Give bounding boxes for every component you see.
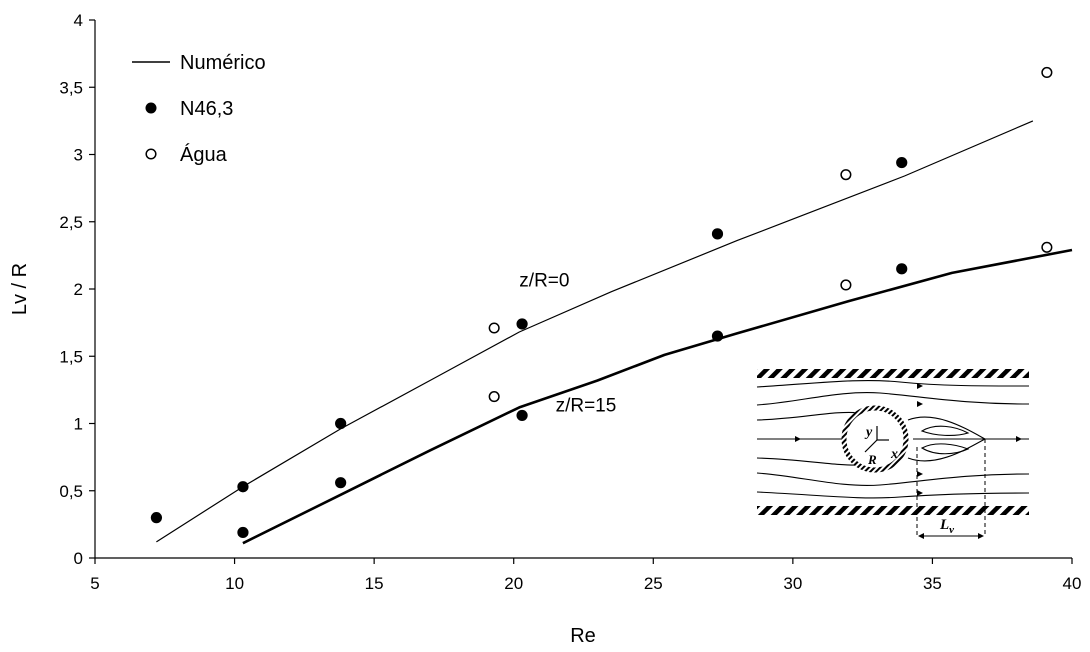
y-tick-label: 4 xyxy=(74,11,83,30)
inset-lv-arrow-left xyxy=(918,533,924,539)
y-tick-label: 2 xyxy=(74,280,83,299)
data-point-filled xyxy=(516,409,528,422)
legend-open-circle-swatch xyxy=(145,148,157,160)
y-axis-title: Lv / R xyxy=(9,263,31,315)
data-point-open xyxy=(840,169,852,181)
axes xyxy=(94,20,1072,559)
inset-x-label: x xyxy=(890,447,898,462)
data-point-open xyxy=(840,279,852,291)
inset-lv-arrow-right xyxy=(978,533,984,539)
y-ticks: 0 0,5 1 1,5 2 2,5 3 3,5 4 xyxy=(59,11,95,568)
data-point-filled xyxy=(711,330,724,342)
inset-streamlines xyxy=(756,379,1030,499)
curve-annotation: z/R=15 xyxy=(556,395,617,416)
x-tick-label: 40 xyxy=(1063,574,1082,593)
data-point-open xyxy=(488,322,500,334)
y-tick-label: 3,5 xyxy=(59,78,83,97)
x-tick-label: 30 xyxy=(783,574,802,593)
data-point-filled xyxy=(335,477,347,489)
x-tick-label: 10 xyxy=(225,574,244,593)
data-point-filled xyxy=(237,526,249,539)
data-point-filled xyxy=(896,156,908,169)
inset-arrowheads xyxy=(795,383,1022,496)
inset-lv-dimension xyxy=(916,439,986,537)
inset-cylinder xyxy=(841,405,909,473)
y-tick-label: 0,5 xyxy=(59,482,83,501)
x-tick-label: 35 xyxy=(923,574,942,593)
inset-bottom-wall xyxy=(757,506,1029,515)
legend: Numérico N46,3 Água xyxy=(132,52,266,166)
series-line-1 xyxy=(242,248,1073,545)
data-point-open xyxy=(1041,66,1053,79)
legend-label-agua: Água xyxy=(180,143,228,166)
legend-filled-circle-swatch xyxy=(145,102,157,114)
legend-label-n46: N46,3 xyxy=(180,98,233,120)
y-tick-label: 1 xyxy=(74,415,83,434)
inset-axes xyxy=(864,426,889,453)
curve-annotations: z/R=0 z/R=15 xyxy=(519,270,616,416)
data-point-filled xyxy=(150,512,163,524)
x-tick-label: 25 xyxy=(644,574,663,593)
inset-lv-label: Lv xyxy=(939,517,954,536)
x-ticks: 5 10 15 20 25 30 35 40 xyxy=(90,558,1081,593)
x-tick-label: 5 xyxy=(90,574,99,593)
series-line-0 xyxy=(156,120,1034,543)
numeric-lines xyxy=(156,120,1073,545)
data-markers xyxy=(150,66,1053,539)
data-point-open xyxy=(1041,241,1053,253)
y-tick-label: 3 xyxy=(74,146,83,165)
inset-y-label: y xyxy=(864,425,873,440)
legend-label-numerico: Numérico xyxy=(180,52,266,74)
data-point-filled xyxy=(335,417,347,430)
y-tick-label: 2,5 xyxy=(59,213,83,232)
data-point-filled xyxy=(896,263,908,275)
data-point-filled xyxy=(711,228,724,240)
inset-schematic: y x R Lv xyxy=(756,369,1030,539)
x-tick-label: 20 xyxy=(504,574,523,593)
inset-top-wall xyxy=(757,369,1029,378)
x-tick-label: 15 xyxy=(365,574,384,593)
inset-r-label: R xyxy=(867,452,877,467)
data-point-filled xyxy=(237,481,249,493)
y-tick-label: 1,5 xyxy=(59,347,83,366)
curve-annotation: z/R=0 xyxy=(519,270,569,291)
data-point-open xyxy=(488,391,500,403)
data-point-filled xyxy=(516,318,528,330)
x-axis-title: Re xyxy=(570,625,596,647)
y-tick-label: 0 xyxy=(74,549,83,568)
